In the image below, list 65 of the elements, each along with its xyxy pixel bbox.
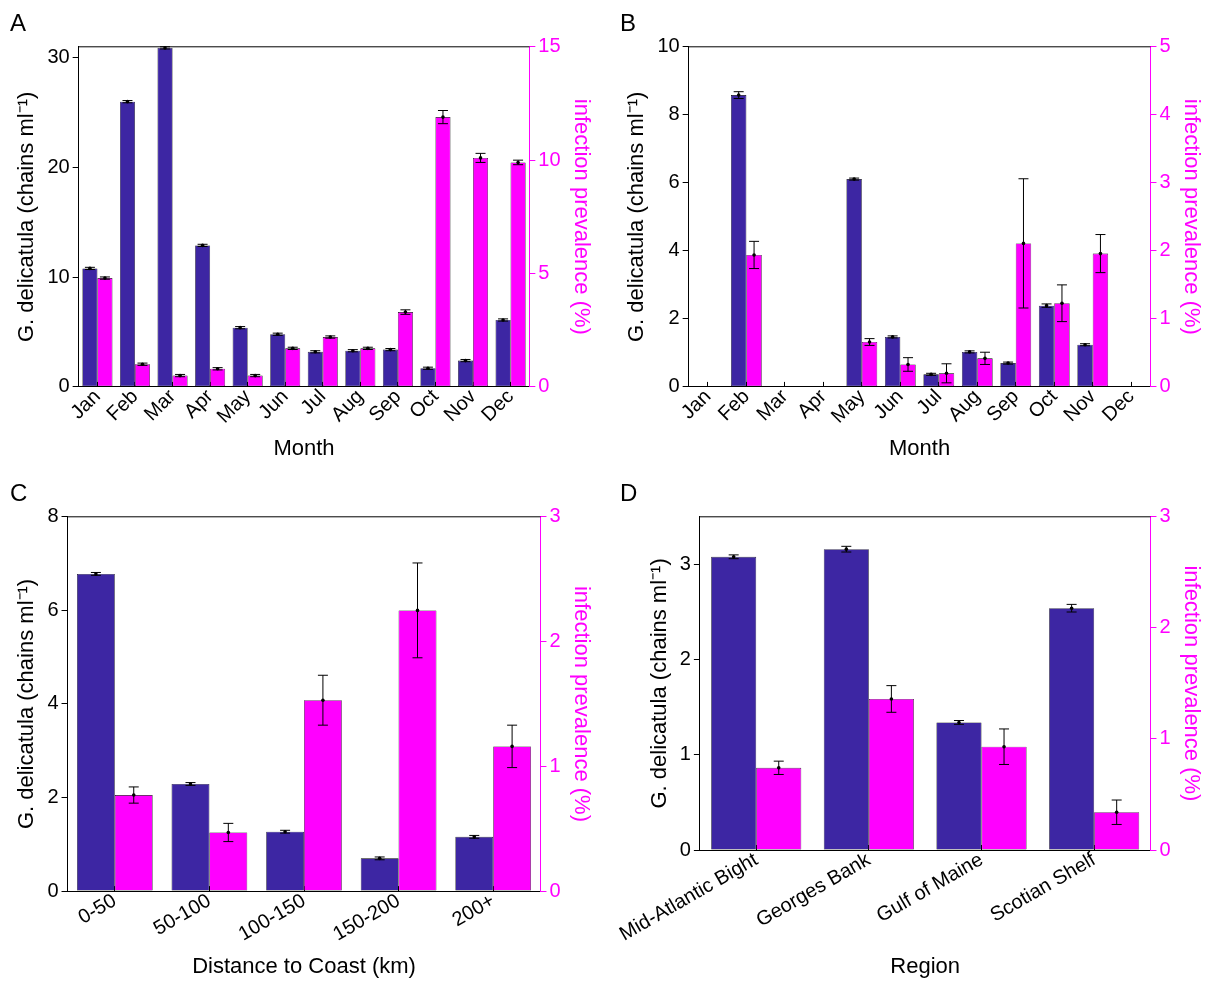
y2-axis-title: infection prevalence (%) bbox=[569, 585, 595, 822]
chart-title: D bbox=[620, 479, 638, 507]
y-tick-label: 30 bbox=[47, 45, 70, 68]
y-tick-label: 1 bbox=[679, 742, 691, 765]
y2-tick-label: 2 bbox=[1159, 615, 1171, 638]
y-axis-title: G. delicatula (chains ml⁻¹) bbox=[13, 578, 39, 830]
y2-axis-title: infection prevalence (%) bbox=[1179, 98, 1205, 335]
y2-tick-label: 2 bbox=[1159, 238, 1171, 261]
y-tick-label: 8 bbox=[47, 504, 59, 527]
x-tick-label: Jun bbox=[253, 384, 292, 423]
y-tick-label: 10 bbox=[47, 264, 70, 287]
y2-tick-label: 1 bbox=[549, 753, 561, 776]
y-tick-label: 6 bbox=[668, 170, 680, 193]
x-tick-label: Mar bbox=[751, 384, 792, 425]
y-tick-label: 2 bbox=[47, 785, 59, 808]
y-tick-label: 6 bbox=[47, 597, 59, 620]
chart-title: C bbox=[10, 479, 28, 507]
x-tick-label: Gulf of Maine bbox=[872, 847, 987, 927]
y-tick-label: 2 bbox=[668, 306, 680, 329]
x-tick-label: May bbox=[212, 384, 255, 427]
y2-tick-label: 1 bbox=[1159, 306, 1171, 329]
x-tick-label: 200+ bbox=[447, 888, 498, 931]
y2-tick-label: 10 bbox=[538, 147, 561, 170]
y-tick-label: 4 bbox=[668, 238, 680, 261]
y-tick-label: 2 bbox=[679, 647, 691, 670]
y2-tick-label: 0 bbox=[549, 878, 561, 901]
x-axis-title: Region bbox=[890, 952, 961, 978]
y-tick-label: 8 bbox=[668, 102, 680, 125]
y2-tick-label: 1 bbox=[1159, 726, 1171, 749]
y-tick-label: 0 bbox=[668, 374, 680, 397]
y-tick-label: 0 bbox=[58, 374, 70, 397]
y2-tick-label: 5 bbox=[538, 261, 550, 284]
y2-axis-title: infection prevalence (%) bbox=[569, 98, 595, 335]
x-axis-title: Month bbox=[273, 434, 335, 460]
y2-tick-label: 5 bbox=[1159, 34, 1171, 57]
x-axis-title: Distance to Coast (km) bbox=[192, 952, 416, 978]
x-axis-title: Month bbox=[888, 434, 951, 460]
y-tick-label: 0 bbox=[47, 878, 59, 901]
y-tick-label: 4 bbox=[47, 691, 59, 714]
x-tick-label: Mar bbox=[139, 384, 180, 425]
y2-tick-label: 2 bbox=[549, 629, 561, 652]
y2-tick-label: 0 bbox=[1159, 374, 1171, 397]
x-tick-label: Jul bbox=[911, 384, 946, 419]
y2-tick-label: 0 bbox=[1159, 837, 1171, 860]
y2-tick-label: 15 bbox=[538, 34, 561, 57]
y-axis-title: G. delicatula (chains ml⁻¹) bbox=[645, 558, 671, 809]
y-axis-title: G. delicatula (chains ml⁻¹) bbox=[13, 91, 39, 343]
chart-title: A bbox=[10, 9, 27, 37]
x-tick-label: Feb bbox=[101, 384, 142, 425]
y2-tick-label: 4 bbox=[1159, 102, 1171, 125]
y2-tick-label: 3 bbox=[1159, 170, 1171, 193]
y-tick-label: 0 bbox=[679, 837, 691, 860]
chart-title: B bbox=[620, 9, 637, 37]
y2-tick-label: 3 bbox=[549, 504, 561, 527]
x-tick-label: Dec bbox=[1097, 384, 1138, 426]
y-tick-label: 3 bbox=[679, 551, 691, 574]
y-tick-label: 10 bbox=[657, 34, 680, 57]
y2-axis-title: infection prevalence (%) bbox=[1179, 565, 1205, 802]
y2-tick-label: 0 bbox=[538, 374, 550, 397]
y-tick-label: 20 bbox=[47, 155, 70, 177]
x-tick-label: Jun bbox=[868, 384, 908, 423]
x-tick-label: 0-50 bbox=[73, 888, 120, 928]
y-axis-title: G. delicatula (chains ml⁻¹) bbox=[623, 91, 649, 343]
y2-tick-label: 3 bbox=[1159, 504, 1171, 527]
x-tick-label: Feb bbox=[713, 384, 754, 425]
